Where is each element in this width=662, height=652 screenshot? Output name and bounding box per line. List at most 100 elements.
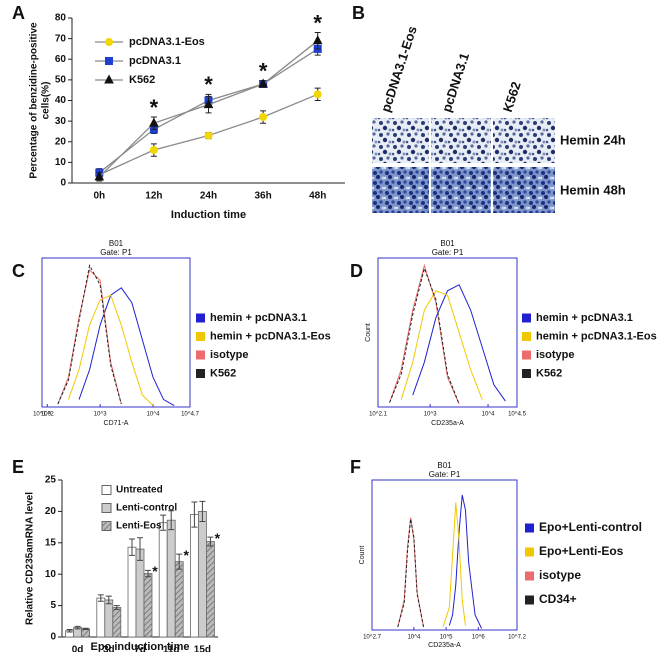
- bar: [189, 514, 199, 638]
- x-tick-label: 10^3: [424, 412, 437, 418]
- error-bar: [176, 553, 183, 570]
- column-label: pcDNA3.1-Eos: [378, 24, 420, 114]
- series-line: [448, 494, 483, 629]
- legend-swatch: [522, 350, 531, 360]
- legend-label: isotype: [539, 568, 581, 582]
- bar: [143, 573, 153, 638]
- bar: [112, 607, 122, 638]
- error-bar: [66, 628, 73, 633]
- y-tick-label: 50: [55, 75, 67, 86]
- marker: [204, 131, 213, 140]
- legend-label: isotype: [210, 349, 249, 361]
- x-tick-label: 3d: [103, 645, 115, 652]
- legend-swatch: [522, 332, 531, 341]
- annotation: *: [150, 95, 159, 120]
- error-bar: [199, 500, 206, 522]
- y-tick-label: 20: [45, 506, 57, 517]
- bar: [197, 510, 207, 638]
- x-tick-label: 10^4: [482, 412, 495, 418]
- column-label: pcDNA3.1: [439, 51, 472, 114]
- legend-label: hemin + pcDNA3.1: [536, 312, 633, 324]
- x-tick-label: 36h: [254, 191, 271, 202]
- chart-subtitle: Gate: P1: [432, 248, 464, 257]
- marker: [94, 171, 105, 181]
- legend-label: Epo+Lenti-Eos: [539, 544, 624, 558]
- x-tick-label: 10^2.1: [369, 412, 387, 418]
- chart-title: B01: [440, 239, 455, 248]
- x-tick-label: 0h: [93, 191, 105, 202]
- x-tick-label: 10^2.7: [363, 635, 381, 641]
- error-bar: [191, 501, 198, 528]
- legend-label: pcDNA3.1-Eos: [129, 36, 205, 48]
- error-bar: [129, 538, 135, 556]
- row-label: Hemin 48h: [560, 182, 626, 197]
- legend-swatch: [525, 571, 534, 581]
- error-bar: [82, 627, 89, 630]
- x-tick-label: 10^4.5: [508, 412, 526, 418]
- chart-subtitle: Gate: P1: [100, 248, 132, 257]
- micrograph-image: [493, 167, 555, 213]
- legend-swatch: [101, 521, 112, 531]
- series-line: [400, 290, 483, 400]
- micrograph-panel: B pcDNA3.1-Eos pcDNA3.1 K562 Hemin 24h H…: [352, 3, 626, 213]
- series-line: [389, 263, 460, 405]
- legend-swatch: [525, 547, 534, 557]
- bar: [81, 628, 90, 638]
- panel-label: F: [350, 457, 361, 477]
- micrograph-image: [431, 167, 491, 213]
- x-axis-label: Epo induction time: [91, 641, 190, 652]
- y-axis-label: Relative CD235amRNA level: [25, 492, 36, 625]
- bar: [174, 561, 184, 638]
- y-tick-label: 25: [45, 475, 57, 486]
- annotation: *: [313, 10, 322, 35]
- x-tick-label: 10^4: [147, 412, 160, 418]
- plot-frame: [41, 257, 191, 408]
- legend-label: hemin + pcDNA3.1-Eos: [536, 330, 657, 342]
- legend-swatch: [522, 313, 531, 323]
- x-tick-label: 10^5: [440, 635, 453, 641]
- y-tick-label: 30: [55, 116, 67, 127]
- x-tick-label: 12h: [145, 191, 162, 202]
- series-line: [78, 287, 175, 406]
- series-line: [442, 502, 466, 628]
- legend-swatch: [525, 523, 534, 533]
- y-axis-label: Count: [359, 546, 366, 565]
- micrograph-image: [493, 118, 555, 163]
- bar: [96, 597, 106, 638]
- bar: [127, 546, 137, 638]
- y-tick-label: 0: [50, 632, 56, 643]
- x-tick-label: 48h: [309, 191, 326, 202]
- bar: [104, 599, 114, 638]
- error-bar: [168, 510, 175, 531]
- bar: [158, 522, 168, 638]
- x-axis-label: CD235a-A: [428, 642, 461, 649]
- series-line: [389, 266, 460, 405]
- panel-label: B: [352, 3, 365, 23]
- annotation: *: [152, 563, 158, 579]
- x-tick-label: 10^3: [94, 412, 107, 418]
- x-tick-label: 10^4: [407, 635, 420, 641]
- series-line: [397, 517, 425, 628]
- bar: [135, 548, 145, 638]
- marker: [312, 35, 323, 45]
- error-bar: [113, 605, 120, 610]
- legend-swatch: [101, 485, 112, 495]
- error-bar: [105, 595, 112, 605]
- annotation: *: [259, 59, 268, 84]
- marker: [259, 113, 268, 121]
- marker: [203, 99, 214, 109]
- y-tick-label: 10: [45, 569, 57, 580]
- marker: [105, 57, 113, 65]
- error-bar: [74, 625, 81, 630]
- error-bar: [160, 514, 167, 531]
- y-axis-label: cells(%): [41, 82, 52, 120]
- error-bar: [207, 536, 214, 547]
- x-tick-label: 15d: [194, 645, 211, 652]
- chart-title: B01: [437, 461, 452, 470]
- chart-title: B01: [109, 239, 124, 248]
- x-tick-label: 10^2: [41, 412, 54, 418]
- legend-label: K562: [536, 367, 562, 379]
- panel-label: D: [350, 261, 363, 281]
- legend-label: hemin + pcDNA3.1-Eos: [210, 330, 331, 342]
- x-tick-label: 10^4.7: [181, 412, 199, 418]
